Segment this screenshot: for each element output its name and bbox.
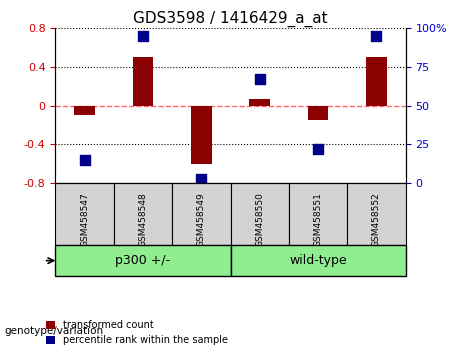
Legend: transformed count, percentile rank within the sample: transformed count, percentile rank withi… bbox=[42, 316, 232, 349]
Text: GSM458547: GSM458547 bbox=[80, 193, 89, 247]
FancyBboxPatch shape bbox=[172, 183, 230, 245]
Bar bbox=[249, 99, 270, 106]
FancyBboxPatch shape bbox=[230, 245, 406, 276]
FancyBboxPatch shape bbox=[55, 245, 230, 276]
Text: GSM458550: GSM458550 bbox=[255, 193, 264, 247]
FancyBboxPatch shape bbox=[347, 183, 406, 245]
FancyBboxPatch shape bbox=[230, 183, 289, 245]
Text: GSM458551: GSM458551 bbox=[313, 193, 323, 247]
Text: GSM458552: GSM458552 bbox=[372, 193, 381, 247]
Bar bbox=[191, 106, 212, 164]
Title: GDS3598 / 1416429_a_at: GDS3598 / 1416429_a_at bbox=[133, 11, 328, 27]
FancyBboxPatch shape bbox=[55, 183, 114, 245]
Bar bbox=[366, 57, 387, 106]
Text: p300 +/-: p300 +/- bbox=[115, 254, 171, 267]
Point bbox=[139, 33, 147, 39]
Point bbox=[198, 176, 205, 181]
Bar bbox=[308, 106, 328, 120]
Point bbox=[314, 146, 322, 152]
Text: genotype/variation: genotype/variation bbox=[5, 326, 104, 336]
FancyBboxPatch shape bbox=[114, 183, 172, 245]
Point bbox=[373, 33, 380, 39]
Point bbox=[81, 157, 88, 163]
Point bbox=[256, 76, 263, 82]
Bar bbox=[74, 106, 95, 115]
Text: GSM458549: GSM458549 bbox=[197, 193, 206, 247]
Text: wild-type: wild-type bbox=[290, 254, 347, 267]
FancyBboxPatch shape bbox=[289, 183, 347, 245]
Text: GSM458548: GSM458548 bbox=[138, 193, 148, 247]
Bar bbox=[133, 57, 153, 106]
